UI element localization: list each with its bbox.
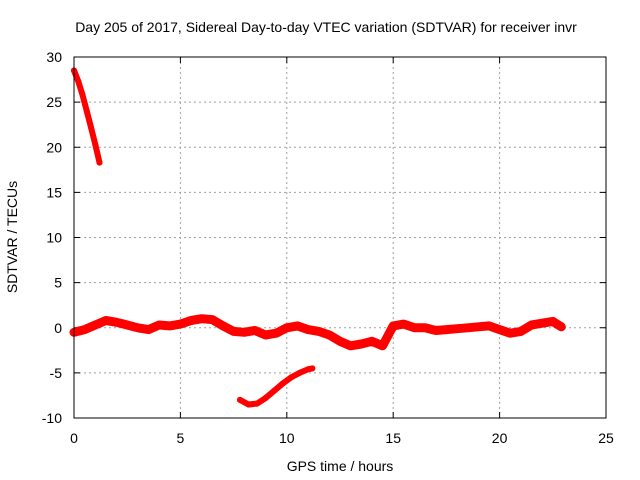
data-point [400, 321, 407, 328]
data-point [475, 323, 482, 330]
data-point [549, 318, 556, 325]
data-point [262, 332, 269, 338]
data-point [411, 324, 418, 331]
data-point [273, 330, 280, 337]
data-point [83, 108, 90, 115]
x-tick-label: 20 [492, 430, 508, 446]
data-point [337, 338, 343, 345]
y-tick-label: -5 [50, 365, 63, 381]
data-point [245, 401, 252, 408]
data-point [241, 329, 248, 336]
x-axis-label: GPS time / hours [287, 458, 394, 474]
data-point [230, 328, 237, 335]
y-tick-label: 15 [46, 184, 62, 200]
data-series [69, 67, 566, 408]
data-point [315, 328, 322, 335]
x-tick-label: 15 [385, 430, 401, 446]
series-line-segment-3 [237, 365, 316, 408]
data-point [271, 387, 277, 394]
data-point [326, 332, 333, 338]
data-point [443, 326, 450, 333]
data-point [134, 324, 141, 331]
data-point [288, 374, 295, 381]
data-point [124, 322, 131, 328]
data-point [390, 322, 397, 329]
y-tick-label: 0 [54, 320, 62, 336]
y-tick-label: 10 [46, 230, 62, 246]
y-tick-label: 25 [46, 94, 62, 110]
axis-ticks: 0 5 10 15 20 25 -10 -5 0 5 10 15 20 25 30 [42, 49, 614, 446]
data-point [496, 326, 503, 333]
y-axis-label: SDTVAR / TECUs [4, 181, 20, 293]
data-point [309, 365, 316, 372]
data-point [88, 124, 94, 131]
y-tick-label: -10 [42, 410, 62, 426]
data-point [209, 316, 216, 323]
data-point [454, 325, 460, 332]
data-point [347, 342, 354, 349]
data-point [296, 369, 303, 376]
data-point [464, 324, 471, 331]
data-point [251, 327, 258, 334]
y-tick-label: 20 [46, 139, 62, 155]
chart-title: Day 205 of 2017, Sidereal Day-to-day VTE… [75, 19, 577, 35]
data-point [528, 322, 535, 328]
data-point [283, 324, 290, 331]
data-point [379, 342, 386, 349]
grid [74, 57, 606, 418]
data-point [145, 326, 152, 333]
data-point [188, 317, 194, 324]
data-point [75, 78, 82, 85]
data-point [254, 400, 260, 407]
data-point [156, 322, 163, 328]
x-tick-label: 0 [70, 430, 78, 446]
data-point [102, 317, 109, 324]
data-point [486, 322, 492, 329]
data-point [92, 322, 99, 328]
data-point [507, 330, 514, 337]
data-point [166, 322, 173, 329]
data-point [79, 91, 86, 98]
data-point [237, 396, 243, 403]
x-tick-label: 10 [279, 430, 295, 446]
data-point [177, 321, 184, 328]
data-point [432, 327, 439, 334]
data-point [358, 341, 365, 347]
x-tick-label: 5 [177, 430, 185, 446]
data-point [81, 326, 88, 333]
data-point [539, 320, 546, 327]
data-point [517, 328, 524, 335]
data-point [422, 324, 429, 331]
data-point [113, 319, 120, 326]
data-point [558, 323, 565, 330]
y-tick-label: 5 [54, 275, 62, 291]
data-point [220, 322, 226, 329]
data-point [294, 322, 301, 329]
data-point [198, 315, 205, 322]
data-point [92, 141, 99, 148]
y-tick-label: 30 [46, 49, 62, 65]
data-point [262, 395, 269, 402]
data-point [96, 159, 103, 166]
data-point [279, 380, 286, 387]
x-tick-label: 25 [598, 430, 614, 446]
plot-frame [73, 56, 607, 419]
data-point [368, 338, 375, 345]
data-point [305, 326, 312, 333]
